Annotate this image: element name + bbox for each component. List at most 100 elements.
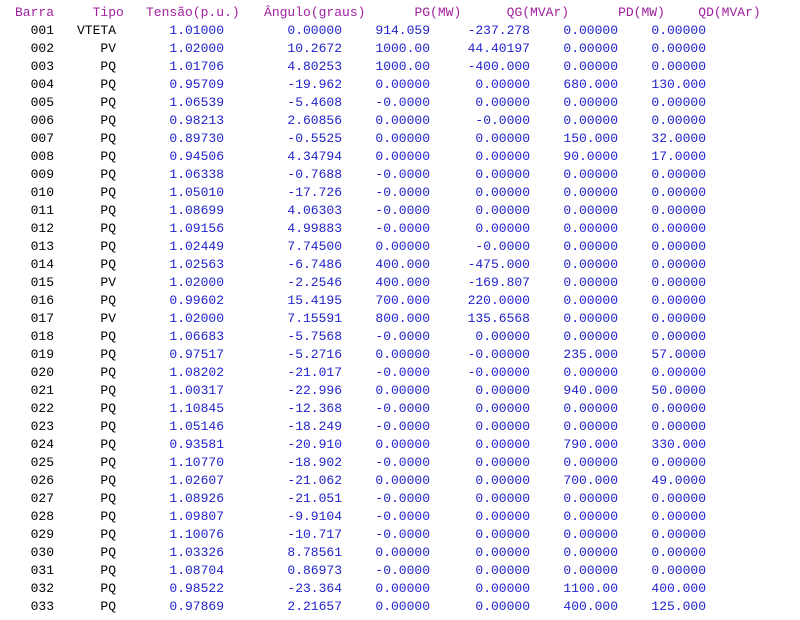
cell-barra: 009 [6,166,54,184]
table-row: 012PQ1.091564.99883-0.00000.000000.00000… [6,220,794,238]
col-header-qd: QD(MVAr) [673,4,761,22]
cell-pg: 1000.00 [342,58,430,76]
cell-qg: 0.00000 [430,526,530,544]
table-row: 031PQ1.087040.86973-0.00000.000000.00000… [6,562,794,580]
cell-tensao: 1.05146 [116,418,224,436]
cell-tensao: 0.99602 [116,292,224,310]
table-row: 020PQ1.08202-21.017-0.0000-0.000000.0000… [6,364,794,382]
cell-barra: 013 [6,238,54,256]
cell-angulo: -6.7486 [224,256,342,274]
col-header-barra: Barra [6,4,54,22]
cell-qd: 0.00000 [618,274,706,292]
table-row: 016PQ0.9960215.4195700.000220.00000.0000… [6,292,794,310]
cell-angulo: 15.4195 [224,292,342,310]
table-row: 028PQ1.09807-9.9104-0.00000.000000.00000… [6,508,794,526]
cell-pg: -0.0000 [342,526,430,544]
table-row: 004PQ0.95709-19.9620.000000.00000680.000… [6,76,794,94]
cell-angulo: 4.34794 [224,148,342,166]
cell-angulo: 4.99883 [224,220,342,238]
cell-pd: 680.000 [530,76,618,94]
cell-pd: 0.00000 [530,292,618,310]
table-row: 024PQ0.93581-20.9100.000000.00000790.000… [6,436,794,454]
cell-pg: -0.0000 [342,94,430,112]
cell-qg: -237.278 [430,22,530,40]
cell-tensao: 0.98213 [116,112,224,130]
cell-barra: 031 [6,562,54,580]
cell-qd: 57.0000 [618,346,706,364]
cell-pd: 0.00000 [530,238,618,256]
cell-barra: 007 [6,130,54,148]
cell-qg: 0.00000 [430,472,530,490]
cell-barra: 010 [6,184,54,202]
cell-pg: 0.00000 [342,112,430,130]
cell-angulo: -5.2716 [224,346,342,364]
cell-pg: 0.00000 [342,382,430,400]
cell-pd: 0.00000 [530,508,618,526]
cell-tipo: VTETA [54,22,116,40]
cell-barra: 018 [6,328,54,346]
cell-pd: 0.00000 [530,58,618,76]
cell-barra: 005 [6,94,54,112]
cell-pg: 0.00000 [342,238,430,256]
cell-pg: -0.0000 [342,166,430,184]
cell-angulo: 2.60856 [224,112,342,130]
table-row: 032PQ0.98522-23.3640.000000.000001100.00… [6,580,794,598]
cell-barra: 025 [6,454,54,472]
cell-qg: 44.40197 [430,40,530,58]
cell-pd: 0.00000 [530,418,618,436]
cell-angulo: 4.06303 [224,202,342,220]
cell-angulo: 7.74500 [224,238,342,256]
cell-pd: 1100.00 [530,580,618,598]
cell-tipo: PV [54,40,116,58]
cell-qg: -400.000 [430,58,530,76]
cell-pd: 0.00000 [530,112,618,130]
cell-pd: 400.000 [530,598,618,616]
cell-pd: 0.00000 [530,184,618,202]
cell-barra: 028 [6,508,54,526]
table-row: 013PQ1.024497.745000.00000-0.00000.00000… [6,238,794,256]
cell-pg: 0.00000 [342,346,430,364]
cell-tensao: 1.06338 [116,166,224,184]
cell-pg: 400.000 [342,274,430,292]
cell-barra: 014 [6,256,54,274]
cell-tensao: 1.08926 [116,490,224,508]
cell-pd: 790.000 [530,436,618,454]
cell-tipo: PV [54,274,116,292]
cell-tipo: PQ [54,256,116,274]
cell-tensao: 1.09807 [116,508,224,526]
cell-angulo: 2.21657 [224,598,342,616]
cell-tensao: 0.98522 [116,580,224,598]
table-row: 008PQ0.945064.347940.000000.0000090.0000… [6,148,794,166]
cell-barra: 022 [6,400,54,418]
cell-pd: 0.00000 [530,490,618,508]
cell-angulo: 8.78561 [224,544,342,562]
cell-tipo: PQ [54,400,116,418]
cell-angulo: -20.910 [224,436,342,454]
cell-tensao: 1.08699 [116,202,224,220]
cell-pg: 1000.00 [342,40,430,58]
cell-qd: 17.0000 [618,148,706,166]
table-row: 026PQ1.02607-21.0620.000000.00000700.000… [6,472,794,490]
cell-angulo: -5.7568 [224,328,342,346]
cell-qg: 135.6568 [430,310,530,328]
cell-barra: 012 [6,220,54,238]
col-header-qg: QG(MVAr) [469,4,569,22]
cell-pg: 0.00000 [342,148,430,166]
col-header-tipo: Tipo [62,4,124,22]
cell-angulo: 10.2672 [224,40,342,58]
cell-barra: 026 [6,472,54,490]
table-row: 005PQ1.06539-5.4608-0.00000.000000.00000… [6,94,794,112]
cell-tensao: 0.93581 [116,436,224,454]
cell-qd: 130.000 [618,76,706,94]
cell-barra: 020 [6,364,54,382]
cell-tipo: PQ [54,166,116,184]
table-row: 001VTETA1.010000.00000914.059-237.2780.0… [6,22,794,40]
cell-pg: -0.0000 [342,490,430,508]
cell-tensao: 1.10845 [116,400,224,418]
cell-tipo: PV [54,310,116,328]
cell-qg: 0.00000 [430,184,530,202]
cell-pd: 0.00000 [530,274,618,292]
cell-tensao: 1.01000 [116,22,224,40]
cell-pg: 0.00000 [342,130,430,148]
cell-angulo: 7.15591 [224,310,342,328]
